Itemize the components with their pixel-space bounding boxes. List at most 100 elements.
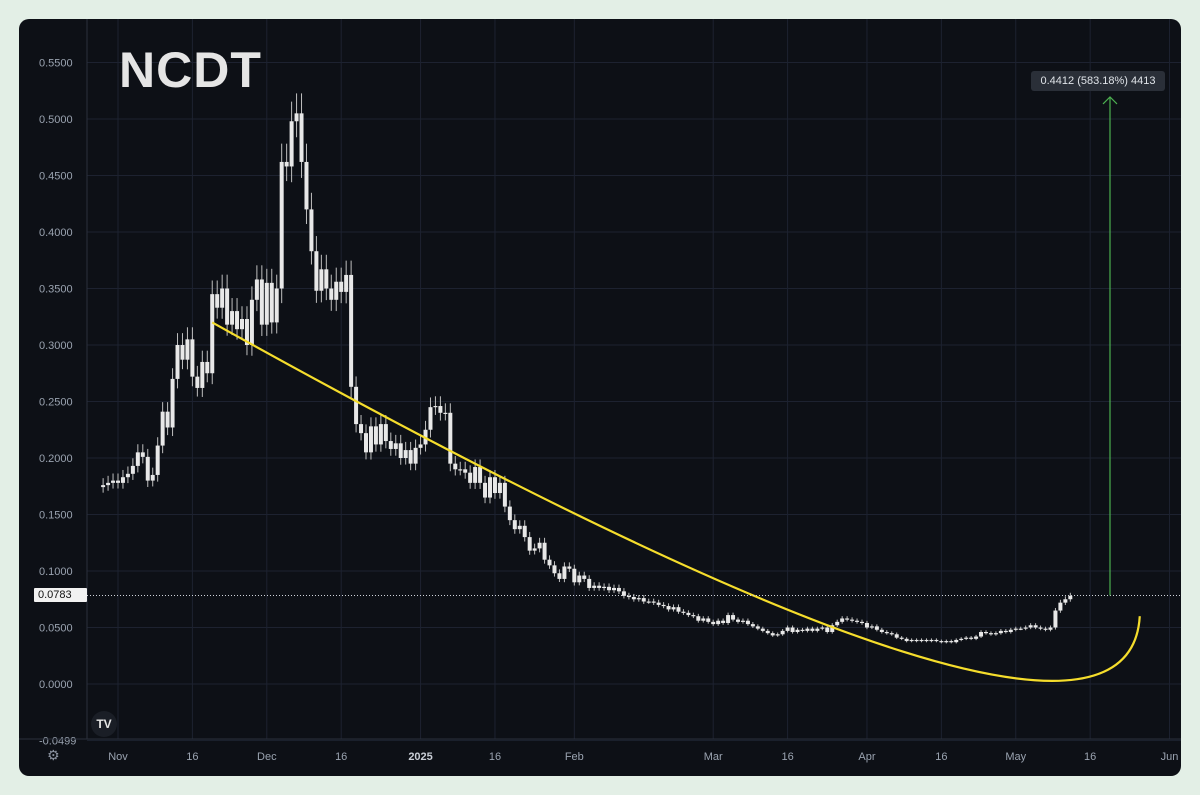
- candle: [671, 607, 676, 610]
- candle: [106, 482, 111, 486]
- price-chart[interactable]: 0.5500 0.5000 0.4500 0.4000 0.3500 0.3000 0.25…: [19, 19, 1181, 776]
- candle: [488, 477, 492, 498]
- candle: [537, 542, 542, 549]
- candle: [428, 407, 433, 430]
- candle: [959, 638, 964, 640]
- candle: [403, 450, 408, 458]
- x-tick-label: May: [1005, 751, 1026, 763]
- candle: [676, 607, 681, 612]
- x-tick-label: 16: [186, 751, 198, 763]
- candle: [884, 632, 889, 634]
- candle: [904, 638, 909, 642]
- y-tick-label: 0.1000: [39, 566, 73, 578]
- y-tick-label: 0.5500: [39, 58, 73, 70]
- candle: [562, 566, 567, 579]
- x-axis: Nov 16 Dec 16 2025 16 Feb Mar 16 Apr 16 May 16 Jun: [19, 738, 1181, 763]
- candle: [745, 620, 750, 625]
- candle: [354, 386, 359, 425]
- candle: [607, 586, 612, 591]
- candle: [979, 632, 984, 637]
- candle: [988, 633, 993, 635]
- candle: [780, 630, 785, 635]
- y-tick-label: 0.1500: [39, 510, 73, 522]
- candle: [195, 376, 200, 388]
- candle: [651, 601, 656, 603]
- candle: [661, 604, 666, 607]
- candle: [641, 598, 646, 602]
- candle: [577, 575, 582, 583]
- candle: [383, 424, 388, 442]
- candle: [116, 480, 120, 483]
- gear-icon[interactable]: ⚙: [47, 748, 60, 764]
- candle: [433, 406, 438, 408]
- candle: [785, 627, 790, 631]
- candle: [696, 616, 701, 621]
- candle: [175, 345, 180, 379]
- candle: [740, 620, 745, 622]
- candle: [413, 447, 418, 464]
- candle: [324, 269, 329, 289]
- candle: [249, 299, 254, 345]
- candle: [492, 477, 497, 494]
- candle: [349, 274, 354, 387]
- candle: [1028, 625, 1033, 628]
- candle: [393, 443, 398, 449]
- candle: [398, 443, 403, 458]
- candle: [478, 467, 483, 483]
- candle: [244, 319, 249, 345]
- candle: [240, 319, 244, 330]
- chart-panel: 0.5500 0.5000 0.4500 0.4000 0.3500 0.3000 0.25…: [19, 19, 1181, 776]
- candle: [299, 113, 304, 162]
- candle: [463, 469, 468, 473]
- candle: [458, 469, 463, 471]
- candle: [626, 595, 631, 598]
- candle: [790, 627, 795, 633]
- current-price-label: 0.0783: [34, 588, 87, 602]
- candle: [388, 441, 393, 449]
- candle: [254, 279, 259, 300]
- candle: [453, 463, 458, 470]
- x-tick-label: 16: [489, 751, 501, 763]
- candle: [800, 629, 805, 631]
- candle: [993, 633, 998, 635]
- candle: [468, 472, 473, 483]
- trend-curve-group: [211, 321, 1141, 682]
- candle: [939, 641, 944, 643]
- candle: [1023, 627, 1028, 629]
- y-tick-label: 0.2000: [39, 453, 73, 465]
- candle: [364, 433, 368, 453]
- candle: [582, 575, 587, 579]
- candle: [1058, 602, 1063, 611]
- candle: [111, 480, 116, 483]
- candle: [294, 113, 299, 122]
- candle: [205, 361, 210, 374]
- candle: [532, 548, 537, 551]
- y-tick-label: 0.0500: [39, 623, 73, 635]
- candle: [716, 620, 721, 625]
- candle: [840, 618, 845, 622]
- tradingview-logo-icon[interactable]: TV: [91, 711, 117, 737]
- candle: [944, 641, 949, 643]
- candle: [502, 482, 507, 507]
- candle: [135, 452, 140, 466]
- candle: [1038, 627, 1043, 629]
- candle: [557, 573, 562, 579]
- candle: [225, 288, 230, 325]
- candle: [200, 361, 205, 388]
- chart-title-logo: NCDT: [119, 42, 262, 98]
- candle: [864, 622, 869, 628]
- candle: [597, 585, 602, 588]
- candle: [631, 596, 636, 600]
- candle: [483, 482, 488, 498]
- candle: [314, 251, 319, 291]
- candle: [210, 294, 215, 374]
- candle: [373, 426, 378, 445]
- candle: [547, 559, 552, 566]
- grid: [86, 19, 1181, 741]
- candle: [180, 345, 185, 360]
- candle: [215, 294, 220, 308]
- candle: [612, 587, 616, 591]
- candle: [691, 615, 696, 617]
- candle: [125, 473, 130, 478]
- candle: [949, 641, 954, 643]
